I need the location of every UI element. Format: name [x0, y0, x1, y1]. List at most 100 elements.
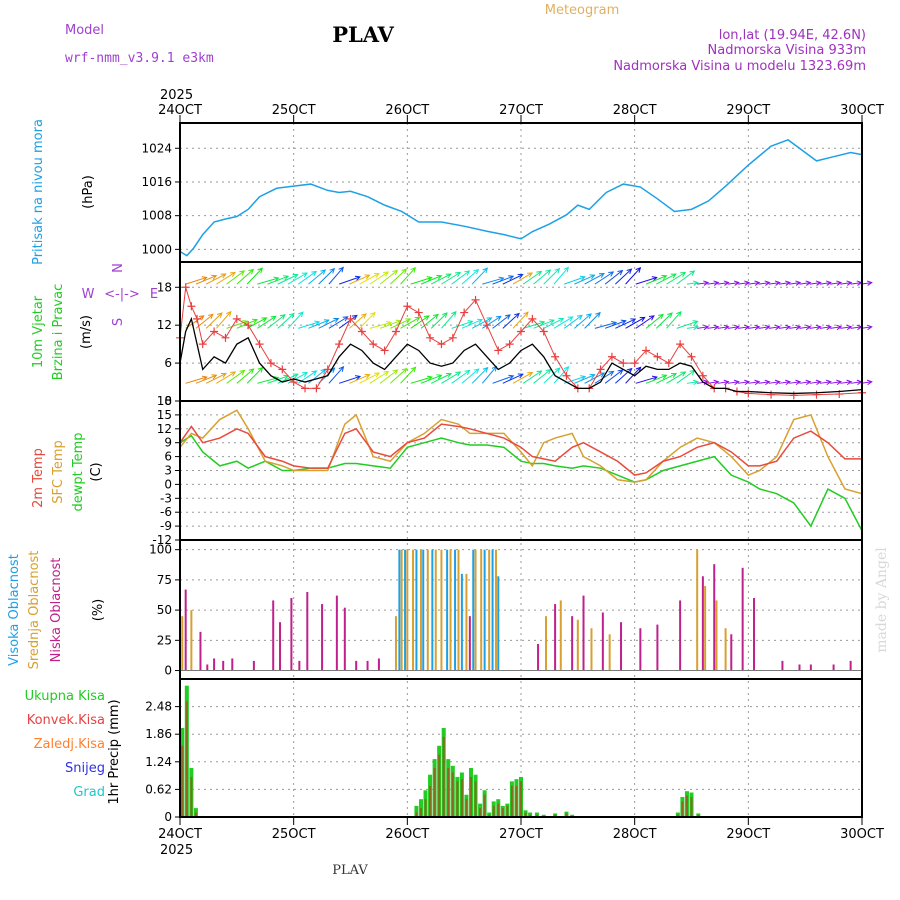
wind-direction-arrow: [359, 273, 380, 285]
wind-arrow-head: [608, 370, 615, 377]
wind-direction-arrow: [512, 372, 533, 384]
precip-convective-bar: [479, 808, 482, 817]
cloud-low-bar: [798, 664, 801, 671]
precip-convective-bar: [181, 745, 184, 817]
wind-arrow-head: [491, 365, 498, 372]
compass-arrows: <-|->: [104, 287, 140, 302]
wind-direction-arrow: [830, 282, 842, 285]
cloud-mid-bar: [400, 549, 403, 671]
wind-direction-arrow: [840, 282, 852, 285]
wind-arrow-head: [401, 268, 408, 274]
cloud-low-bar: [279, 622, 282, 671]
x-tick-label-bottom: 26OCT: [385, 827, 429, 842]
wind-arrow-head: [630, 318, 637, 324]
wind-direction-arrow: [850, 326, 862, 329]
wind-direction-arrow: [226, 270, 245, 285]
precip-y-tick-label: 1.86: [145, 727, 172, 741]
wind-direction-arrow: [748, 381, 760, 384]
wind-arrow-head: [563, 366, 570, 372]
wind-arrow-head: [338, 366, 345, 372]
cloud-mid-bar: [494, 549, 497, 671]
wind-arrow-head: [289, 312, 295, 319]
cloud-low-bar: [601, 612, 604, 671]
wind-arrow-head: [723, 324, 730, 331]
cloud-mid-bar: [474, 549, 477, 671]
x-tick-label-top: 30OCT: [840, 103, 884, 118]
wind-direction-arrow: [297, 271, 317, 285]
wind-direction-arrow: [522, 271, 542, 285]
wind-arrow-head: [626, 268, 633, 274]
wind-direction-arrow: [686, 326, 698, 329]
wind-arrow-head: [670, 273, 677, 279]
wind-direction-arrow: [257, 315, 277, 329]
wind-arrow-head: [866, 280, 873, 286]
precip-convective-bar: [524, 812, 527, 817]
wind-direction-arrow: [748, 282, 760, 285]
wind-direction-arrow: [471, 317, 492, 329]
wind-direction-arrow: [584, 372, 605, 384]
wind-arrow-head: [805, 324, 812, 331]
wind-direction-arrow: [359, 372, 380, 384]
pressure-y-tick-label: 1024: [141, 141, 172, 155]
wind-arrow-head: [477, 318, 484, 324]
wind-gust-point: [653, 352, 662, 361]
wind-gust-point: [744, 389, 753, 398]
wind-arrow-head: [273, 276, 280, 282]
wind-arrow-head: [639, 316, 646, 322]
dewpoint-series-line: [179, 434, 863, 532]
compass-s: S: [111, 318, 126, 326]
wind-arrow-head: [508, 374, 515, 380]
wind-direction-arrow: [799, 282, 811, 285]
x-tick-label-top: 29OCT: [726, 103, 770, 118]
wind-direction-arrow: [349, 313, 367, 329]
wind-arrow-head: [846, 280, 853, 286]
wind-direction-arrow: [819, 282, 831, 285]
precip-convective-bar: [488, 814, 491, 817]
wind-direction-arrow: [318, 318, 339, 329]
wind-gust-point: [312, 384, 321, 393]
wind-gust-point: [596, 365, 605, 374]
wind-direction-arrow: [584, 273, 605, 285]
wind-direction-arrow: [349, 374, 370, 384]
wind-arrow-head: [635, 366, 642, 373]
wind-arrow-head: [248, 368, 255, 374]
wind-gust-point: [505, 340, 514, 349]
wind-direction-arrow: [543, 318, 564, 329]
wind-direction-arrow: [389, 368, 407, 384]
wind-direction-arrow: [758, 326, 770, 329]
wind-direction-arrow: [604, 320, 626, 329]
wind-arrow-head: [248, 268, 255, 275]
sfc-temp-series-line: [179, 409, 863, 495]
wind-direction-arrow: [195, 374, 217, 384]
x-tick-label-top: 24OCT: [158, 103, 202, 118]
wind-direction-arrow: [205, 373, 227, 384]
x-tick-label-bottom: 29OCT: [726, 827, 770, 842]
wind-arrow-head: [815, 280, 822, 286]
wind-direction-arrow: [543, 268, 560, 285]
precip-convective-bar: [469, 776, 472, 817]
wind-arrow-head: [445, 273, 452, 279]
clouds-y-tick-label: 75: [157, 573, 172, 587]
wind-arrow-head: [298, 311, 304, 318]
temperature-y-tick-label: 9: [164, 436, 172, 450]
wind-arrow-head: [667, 312, 673, 318]
wind-arrow-head: [536, 370, 543, 376]
wind-gust-point: [403, 302, 412, 311]
wind-arrow-head: [815, 379, 822, 386]
wind-gust-point: [664, 359, 673, 368]
year-bottom: 2025: [160, 843, 193, 858]
wind-arrow-head: [658, 313, 664, 320]
wind-direction-arrow: [686, 381, 698, 384]
wind-arrow-head: [846, 324, 853, 331]
wind-gust-point: [448, 333, 457, 342]
wind-direction-arrow: [461, 269, 479, 285]
wind-direction-arrow: [185, 276, 207, 285]
wind-gust-point: [301, 384, 310, 393]
wind-gust-point: [266, 359, 275, 368]
precip-convective-bar: [690, 796, 693, 817]
precip-convective-bar: [497, 803, 500, 817]
wind-arrow-head: [608, 271, 615, 277]
wind-gust-point: [210, 327, 219, 336]
precip-legend-item: Zaledj.Kisa: [34, 737, 105, 752]
wind-arrow-head: [713, 379, 720, 386]
